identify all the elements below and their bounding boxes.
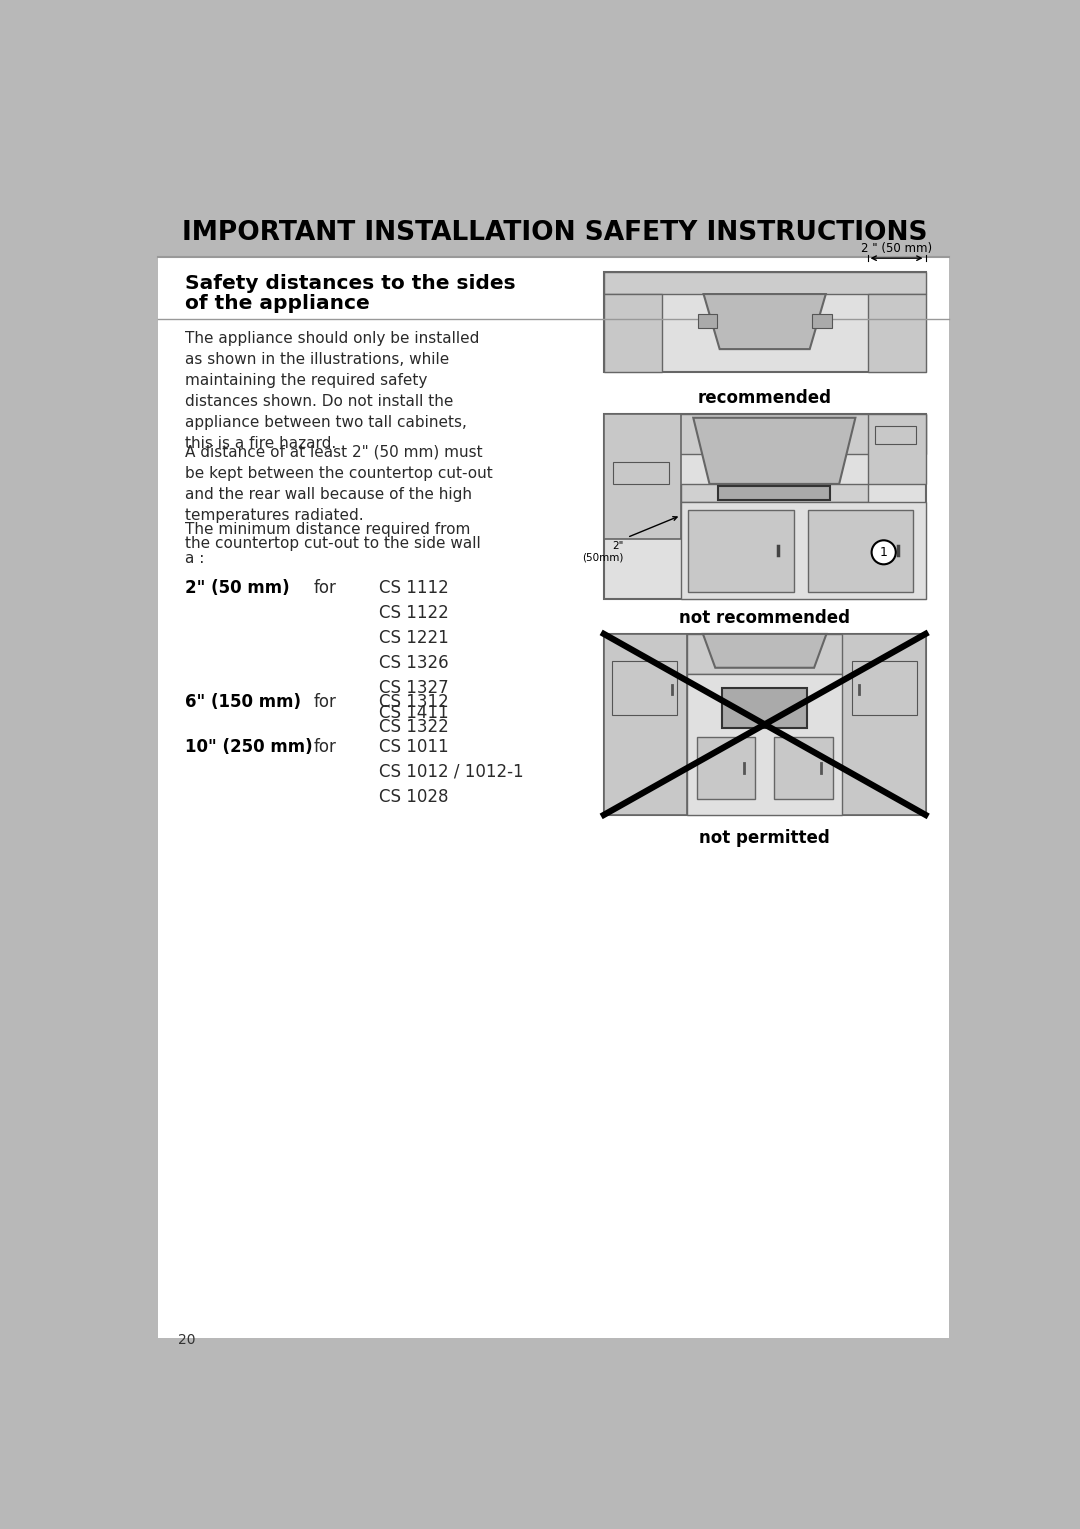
Text: CS 1312
CS 1322: CS 1312 CS 1322 bbox=[379, 693, 449, 737]
Text: a :: a : bbox=[186, 550, 205, 566]
Text: 20: 20 bbox=[177, 1333, 195, 1347]
Text: the countertop cut-out to the side wall: the countertop cut-out to the side wall bbox=[186, 537, 481, 550]
Text: 10" (250 mm): 10" (250 mm) bbox=[186, 739, 313, 755]
Text: IMPORTANT INSTALLATION SAFETY INSTRUCTIONS: IMPORTANT INSTALLATION SAFETY INSTRUCTIO… bbox=[181, 220, 927, 246]
Text: The minimum distance required from: The minimum distance required from bbox=[186, 521, 471, 537]
Text: 2"
(50mm): 2" (50mm) bbox=[582, 541, 623, 563]
FancyBboxPatch shape bbox=[604, 272, 926, 294]
FancyBboxPatch shape bbox=[718, 486, 831, 500]
FancyBboxPatch shape bbox=[604, 272, 926, 372]
FancyBboxPatch shape bbox=[842, 635, 926, 815]
Text: 2 " (50 mm): 2 " (50 mm) bbox=[861, 242, 932, 255]
Text: Safety distances to the sides: Safety distances to the sides bbox=[186, 274, 516, 294]
Text: for: for bbox=[313, 693, 336, 711]
FancyBboxPatch shape bbox=[688, 674, 842, 815]
Text: A distance of at least 2" (50 mm) must
be kept between the countertop cut-out
an: A distance of at least 2" (50 mm) must b… bbox=[186, 445, 494, 523]
FancyBboxPatch shape bbox=[681, 503, 926, 598]
FancyBboxPatch shape bbox=[604, 294, 662, 372]
FancyBboxPatch shape bbox=[774, 737, 833, 800]
Text: for: for bbox=[313, 579, 336, 598]
FancyBboxPatch shape bbox=[604, 414, 926, 454]
Text: 2" (50 mm): 2" (50 mm) bbox=[186, 579, 291, 598]
FancyBboxPatch shape bbox=[681, 485, 867, 503]
Text: CS 1011
CS 1012 / 1012-1
CS 1028: CS 1011 CS 1012 / 1012-1 CS 1028 bbox=[379, 739, 524, 806]
FancyBboxPatch shape bbox=[867, 294, 926, 372]
FancyBboxPatch shape bbox=[688, 635, 842, 674]
FancyBboxPatch shape bbox=[867, 414, 926, 485]
FancyBboxPatch shape bbox=[852, 661, 917, 716]
FancyBboxPatch shape bbox=[159, 206, 948, 257]
FancyBboxPatch shape bbox=[612, 661, 677, 716]
Text: 1: 1 bbox=[880, 546, 888, 558]
Polygon shape bbox=[693, 417, 855, 485]
FancyBboxPatch shape bbox=[135, 183, 972, 1361]
FancyBboxPatch shape bbox=[159, 206, 948, 1338]
Text: not recommended: not recommended bbox=[679, 609, 850, 627]
Polygon shape bbox=[703, 635, 826, 668]
FancyBboxPatch shape bbox=[604, 635, 926, 815]
Text: not permitted: not permitted bbox=[700, 829, 831, 847]
FancyBboxPatch shape bbox=[698, 313, 717, 329]
FancyBboxPatch shape bbox=[613, 462, 669, 485]
Text: for: for bbox=[313, 739, 336, 755]
FancyBboxPatch shape bbox=[875, 427, 916, 445]
Circle shape bbox=[872, 540, 895, 564]
Polygon shape bbox=[703, 294, 826, 349]
FancyBboxPatch shape bbox=[812, 313, 832, 329]
FancyBboxPatch shape bbox=[604, 635, 688, 815]
FancyBboxPatch shape bbox=[688, 511, 794, 592]
Text: The appliance should only be installed
as shown in the illustrations, while
main: The appliance should only be installed a… bbox=[186, 330, 480, 451]
FancyBboxPatch shape bbox=[808, 511, 914, 592]
FancyBboxPatch shape bbox=[604, 414, 681, 540]
Text: of the appliance: of the appliance bbox=[186, 295, 370, 313]
FancyBboxPatch shape bbox=[604, 414, 926, 598]
FancyBboxPatch shape bbox=[723, 688, 807, 728]
Text: 6" (150 mm): 6" (150 mm) bbox=[186, 693, 301, 711]
Text: CS 1112
CS 1122
CS 1221
CS 1326
CS 1327
CS 1411: CS 1112 CS 1122 CS 1221 CS 1326 CS 1327 … bbox=[379, 579, 449, 722]
Text: recommended: recommended bbox=[698, 388, 832, 407]
FancyBboxPatch shape bbox=[697, 737, 755, 800]
